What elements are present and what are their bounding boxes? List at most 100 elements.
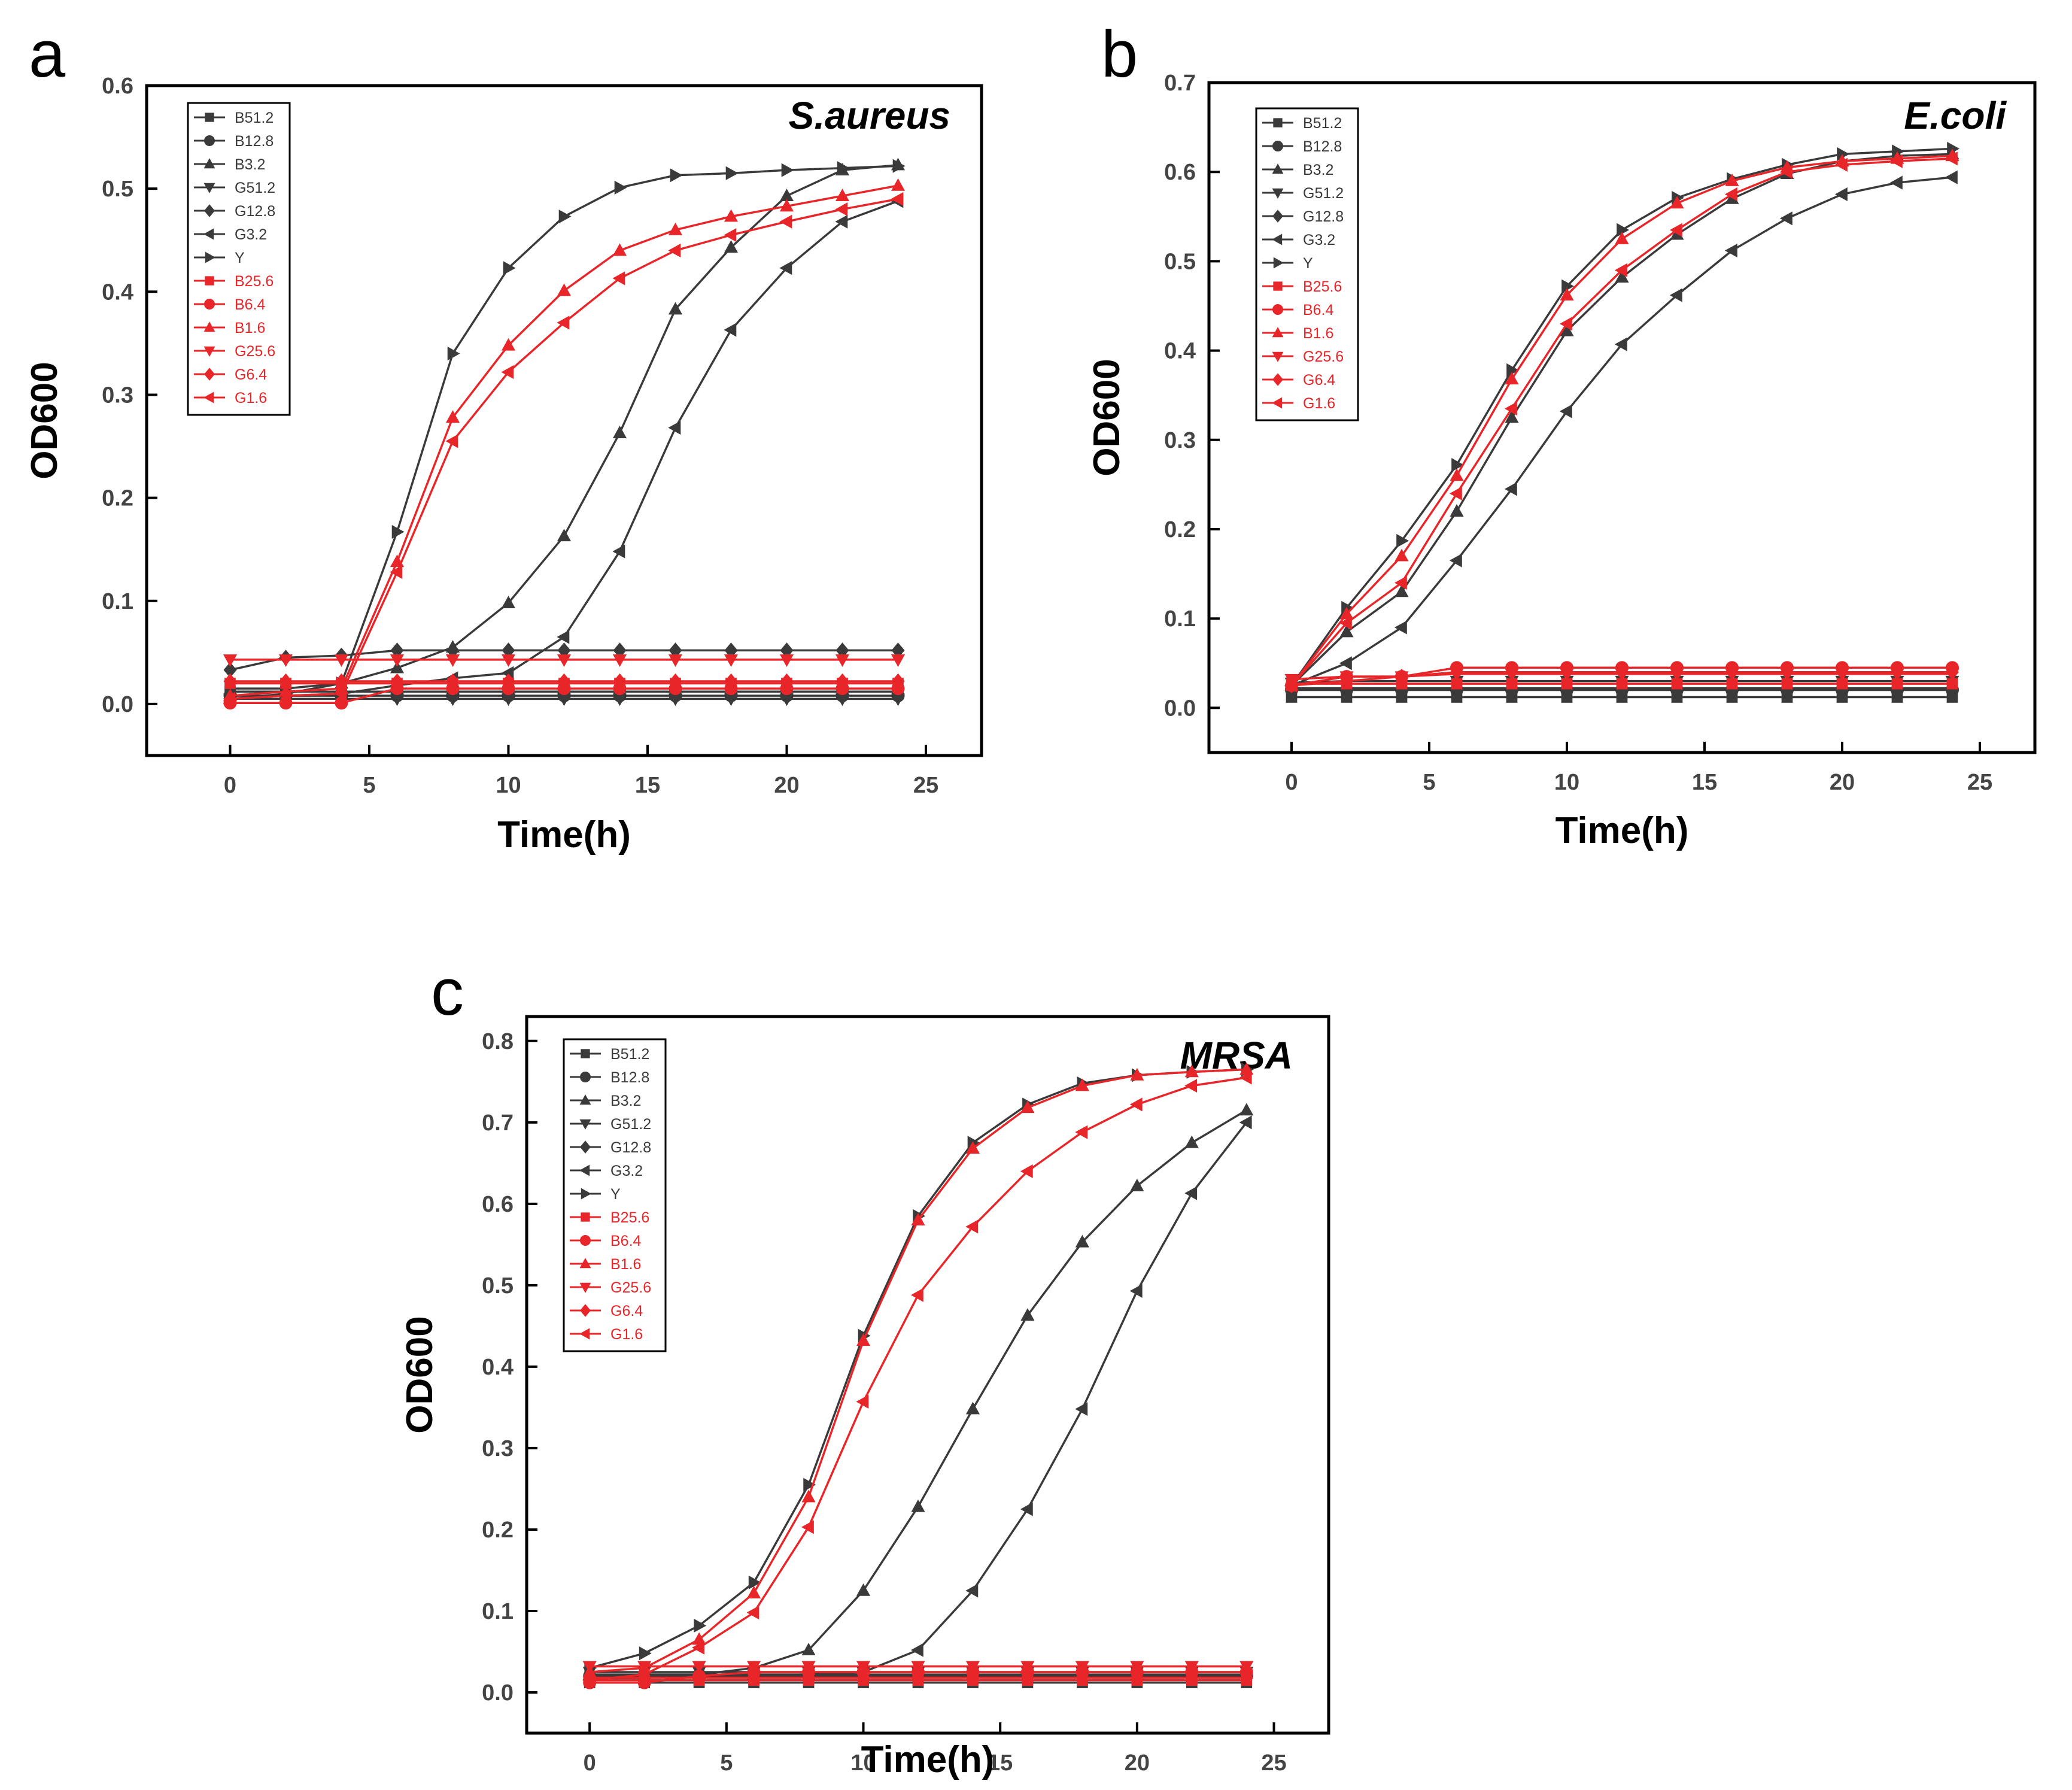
data-point — [803, 1477, 816, 1492]
data-point — [612, 271, 625, 286]
data-point — [1075, 1125, 1088, 1139]
legend-label: G25.6 — [1303, 348, 1344, 365]
legend-label: Y — [1303, 255, 1313, 272]
data-point — [557, 315, 570, 330]
legend-marker — [579, 1328, 590, 1340]
data-point — [1076, 1670, 1089, 1686]
data-point — [1184, 1079, 1198, 1093]
data-point — [1945, 151, 1958, 166]
x-tick-label: 0 — [224, 773, 236, 798]
legend-marker — [1273, 118, 1283, 128]
data-point — [445, 410, 460, 423]
x-tick-label: 25 — [1967, 770, 1992, 795]
legend-marker — [579, 1164, 590, 1176]
legend-marker — [579, 1282, 591, 1293]
legend-marker — [203, 158, 215, 169]
legend-marker — [1272, 141, 1283, 151]
data-point — [780, 642, 794, 659]
data-point — [1284, 678, 1297, 693]
data-point — [335, 696, 348, 710]
data-point — [1505, 372, 1519, 385]
data-point — [1889, 154, 1903, 168]
series-G25.6 — [223, 654, 906, 667]
series-line — [230, 198, 898, 700]
legend-label: B12.8 — [610, 1069, 649, 1086]
series-line — [230, 184, 898, 697]
legend-marker — [204, 368, 215, 381]
series-line — [589, 1068, 1247, 1669]
data-point — [668, 243, 681, 257]
series-G1.6 — [223, 192, 904, 706]
data-point — [747, 1585, 761, 1598]
data-point — [334, 687, 347, 701]
data-point — [668, 693, 683, 706]
data-point — [724, 323, 737, 337]
data-point — [613, 673, 627, 690]
series-Y — [224, 159, 906, 696]
data-point — [582, 1673, 595, 1688]
data-point — [1395, 668, 1408, 685]
legend-label: Y — [235, 250, 245, 266]
data-point — [891, 192, 904, 206]
data-point — [1339, 606, 1354, 620]
plot-frame — [1207, 81, 2037, 754]
x-tick-label: 25 — [1261, 1750, 1286, 1776]
data-point — [1184, 1186, 1198, 1200]
y-tick-label: 0.0 — [102, 692, 133, 717]
data-point — [637, 1667, 650, 1682]
data-point — [614, 180, 627, 195]
data-point — [779, 199, 794, 212]
data-point — [557, 654, 572, 667]
data-point — [779, 189, 794, 202]
data-point — [835, 202, 848, 217]
data-point — [223, 654, 238, 667]
data-point — [1559, 404, 1572, 418]
data-point — [1450, 468, 1464, 481]
legend-label: G1.6 — [1303, 395, 1335, 412]
data-point — [724, 693, 739, 706]
series-G3.2 — [223, 194, 904, 706]
legend-marker — [203, 183, 215, 193]
y-tick-label: 0.2 — [482, 1518, 514, 1543]
legend-marker — [203, 392, 214, 403]
legend-marker — [203, 321, 215, 332]
y-tick-label: 0.4 — [1164, 339, 1196, 364]
data-point — [692, 1670, 706, 1686]
data-point — [1781, 664, 1794, 680]
data-point — [1560, 323, 1574, 336]
data-point — [724, 654, 739, 667]
series-Y — [1286, 141, 1960, 693]
y-tick-label: 0.1 — [1164, 606, 1196, 632]
data-point — [1130, 1661, 1144, 1674]
data-point — [1506, 678, 1518, 690]
data-point — [856, 1661, 871, 1674]
legend-marker — [581, 1049, 590, 1058]
data-point — [1837, 147, 1850, 161]
data-point — [390, 654, 405, 667]
data-point — [582, 1661, 597, 1674]
data-point — [557, 693, 572, 706]
series-line — [590, 1109, 1247, 1676]
data-point — [557, 283, 572, 296]
data-point — [279, 673, 293, 690]
data-point — [1834, 187, 1848, 202]
legend-label: B25.6 — [235, 273, 274, 290]
data-point — [278, 688, 291, 703]
x-tick-label: 10 — [496, 773, 521, 798]
data-point — [1129, 1097, 1143, 1112]
data-point — [801, 1489, 816, 1503]
data-point — [1836, 664, 1849, 680]
legend-label: G12.8 — [610, 1139, 651, 1156]
data-point — [1020, 1164, 1033, 1178]
data-point — [223, 673, 237, 690]
data-point — [1449, 486, 1462, 500]
data-point — [802, 1670, 816, 1686]
data-point — [891, 693, 906, 706]
y-axis-title: OD600 — [24, 362, 65, 479]
legend-label: B25.6 — [610, 1209, 649, 1226]
data-point — [390, 642, 404, 659]
legend-label: G3.2 — [1303, 232, 1335, 248]
x-tick-label: 0 — [584, 1750, 596, 1776]
data-point — [1726, 678, 1738, 690]
data-point — [501, 365, 514, 380]
